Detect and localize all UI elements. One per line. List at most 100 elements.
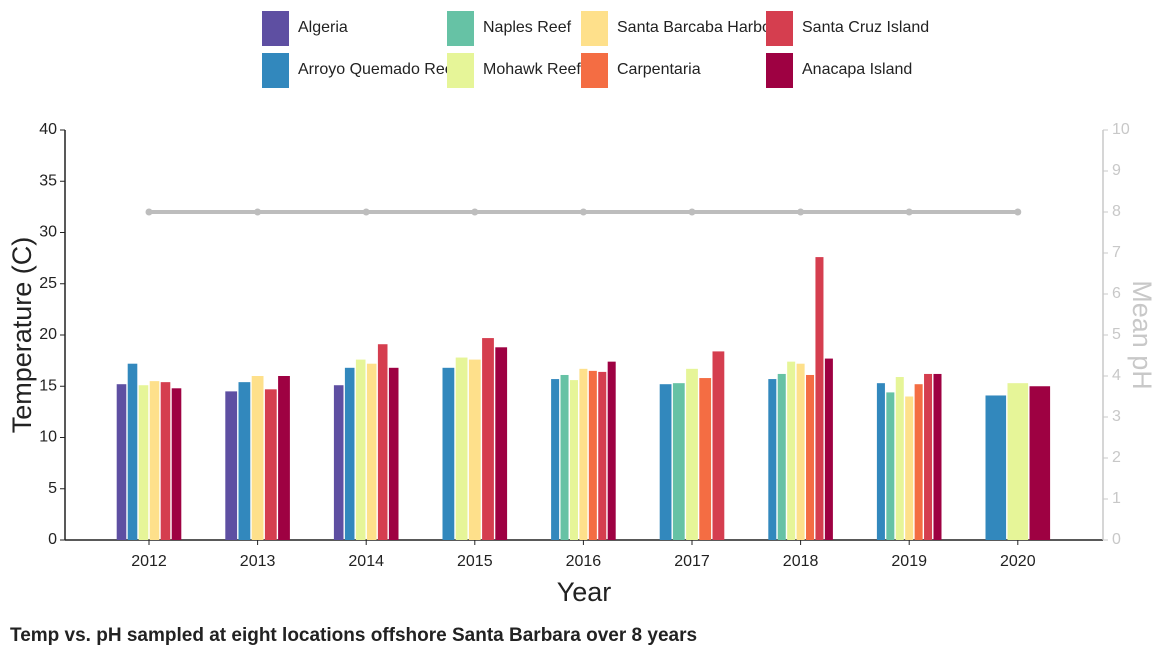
y2-tick-label: 10 <box>1112 121 1130 138</box>
y2-axis-title: Mean pH <box>1127 280 1157 390</box>
ph-point <box>471 208 479 216</box>
legend-label: Algeria <box>298 19 348 36</box>
bar <box>1007 383 1029 540</box>
bar <box>116 384 127 540</box>
bar <box>160 382 171 540</box>
bar <box>686 368 698 540</box>
y2-tick-label: 0 <box>1112 531 1121 548</box>
bar <box>985 395 1007 540</box>
bar <box>377 344 388 540</box>
bar <box>251 376 264 540</box>
bar <box>787 361 796 540</box>
bar <box>598 371 607 540</box>
y2-tick-label: 2 <box>1112 449 1121 466</box>
chart-title: Temp vs. pH sampled at eight locations o… <box>10 625 697 646</box>
y-tick-label: 5 <box>48 480 57 497</box>
bar <box>815 257 824 540</box>
x-tick-label: 2018 <box>783 553 819 570</box>
x-tick-label: 2016 <box>566 553 602 570</box>
bar <box>886 392 895 540</box>
bar <box>924 373 933 540</box>
ph-point <box>579 208 587 216</box>
bar <box>768 379 777 540</box>
bar <box>388 367 399 540</box>
bar <box>127 363 138 540</box>
x-tick-label: 2012 <box>131 553 167 570</box>
bar <box>344 367 355 540</box>
bar <box>551 379 560 540</box>
bar <box>914 384 923 540</box>
y-axis-title: Temperature (C) <box>7 237 37 434</box>
legend-label: Santa Cruz Island <box>802 19 929 36</box>
bar <box>672 383 685 540</box>
x-tick-label: 2015 <box>457 553 493 570</box>
y2-tick-label: 6 <box>1112 285 1121 302</box>
legend-label: Mohawk Reef <box>483 61 581 78</box>
ph-point <box>905 208 913 216</box>
x-tick-label: 2017 <box>674 553 710 570</box>
x-tick-label: 2014 <box>348 553 384 570</box>
bar <box>482 338 494 540</box>
y2-tick-label: 7 <box>1112 244 1121 261</box>
bar <box>495 347 508 540</box>
legend-label: Naples Reef <box>483 19 572 36</box>
legend-swatch <box>262 53 289 88</box>
bar <box>455 357 468 540</box>
bar <box>278 376 290 540</box>
legend-label: Arroyo Quemado Reef <box>298 61 459 78</box>
bar <box>442 367 455 540</box>
y2-tick-label: 3 <box>1112 408 1121 425</box>
bar <box>933 373 942 540</box>
ph-point <box>362 208 370 216</box>
bar <box>333 385 344 540</box>
y-tick-label: 30 <box>39 224 57 241</box>
bar <box>468 359 481 540</box>
y2-tick-label: 8 <box>1112 203 1121 220</box>
legend-swatch <box>447 11 474 46</box>
bar <box>149 381 160 540</box>
ph-point <box>1014 208 1022 216</box>
bar <box>138 385 149 540</box>
bar <box>225 391 238 540</box>
bar <box>876 383 885 540</box>
legend-swatch <box>447 53 474 88</box>
bar <box>895 377 904 540</box>
bar <box>1029 386 1051 540</box>
bar <box>560 374 569 540</box>
ph-point <box>797 208 805 216</box>
y2-tick-label: 4 <box>1112 367 1121 384</box>
legend-swatch <box>581 11 608 46</box>
bar <box>905 396 914 540</box>
legend-label: Carpentaria <box>617 61 701 78</box>
ph-point <box>145 208 153 216</box>
y-tick-label: 35 <box>39 172 57 189</box>
bar <box>171 388 182 540</box>
bar <box>777 373 786 540</box>
bar <box>824 358 833 540</box>
legend-swatch <box>581 53 608 88</box>
x-tick-label: 2019 <box>891 553 927 570</box>
legend-label: Santa Barcaba Harbor <box>617 19 777 36</box>
y-tick-label: 15 <box>39 377 57 394</box>
x-axis-title: Year <box>557 577 612 607</box>
bar <box>238 382 251 540</box>
legend-swatch <box>262 11 289 46</box>
x-tick-label: 2013 <box>240 553 276 570</box>
legend-label: Anacapa Island <box>802 61 912 78</box>
y2-tick-label: 1 <box>1112 490 1121 507</box>
bar <box>579 368 588 540</box>
bar <box>355 359 366 540</box>
bar <box>796 363 805 540</box>
y-tick-label: 10 <box>39 429 57 446</box>
bar <box>264 389 277 540</box>
y2-tick-label: 5 <box>1112 326 1121 343</box>
bar <box>712 351 725 540</box>
bar <box>569 380 578 540</box>
bar <box>806 374 815 540</box>
y-tick-label: 0 <box>48 531 57 548</box>
y2-tick-label: 9 <box>1112 162 1121 179</box>
legend-swatch <box>766 11 793 46</box>
bar <box>366 363 377 540</box>
y-tick-label: 25 <box>39 275 57 292</box>
